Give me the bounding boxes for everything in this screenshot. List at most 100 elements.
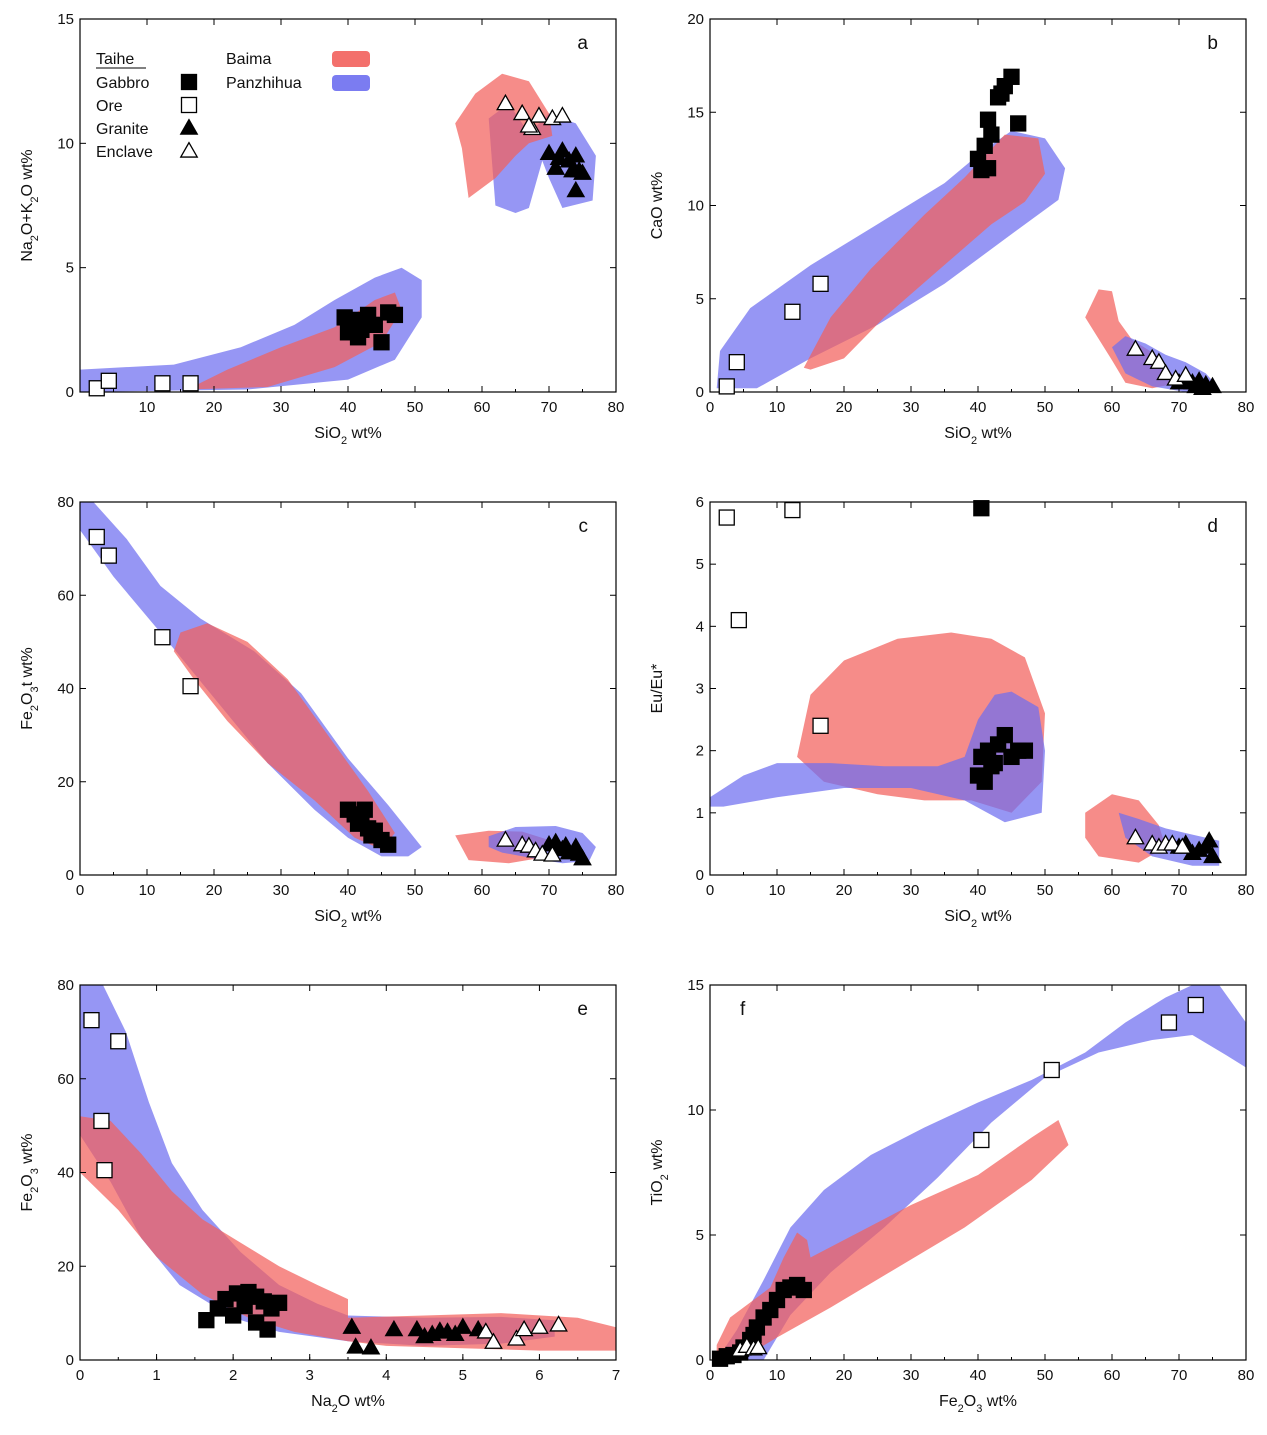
markers-a [88,93,592,397]
x-tick-label-f: 40 [970,1367,987,1384]
x-tick-label-b: 60 [1104,399,1121,416]
y-tick-label-c: 60 [57,587,74,604]
x-tick-label-d: 30 [903,882,920,899]
legend-marker-ore [180,96,198,114]
x-tick-label-e: 4 [382,1367,390,1384]
y-axis-label-a: Na2O+K2O wt% [19,149,41,261]
enclave-point-a [519,116,539,133]
field-baima-c-1 [173,623,395,850]
granite-point-a [549,148,569,165]
ore-point-c [88,528,105,546]
y-tick-label-e: 60 [57,1071,74,1088]
enclave-point-e [530,1317,549,1334]
granite-point-e [342,1317,362,1334]
x-tick-label-a: 20 [206,399,223,416]
y-tick-label-d: 1 [696,805,704,822]
x-tick-label-c: 40 [340,882,357,899]
y-tick-label-d: 6 [696,494,704,511]
gabbro-point-b [979,111,997,128]
panel-label-c: c [579,516,589,537]
y-tick-label-a: 5 [66,260,74,277]
x-axis-label-b: SiO2 wt% [944,425,1011,447]
markers-f [711,996,1204,1367]
y-tick-label-d: 4 [696,618,704,635]
x-tick-label-c: 60 [474,882,491,899]
granite-point-c [556,835,576,853]
x-axis-label-e: Na2O wt% [311,1393,385,1415]
panel-label-b: b [1207,33,1218,54]
x-tick-label-b: 40 [970,399,987,416]
x-tick-label-d: 60 [1104,882,1121,899]
y-tick-label-d: 2 [696,743,704,760]
x-axis-label-c: SiO2 wt% [314,908,381,930]
markers-b [718,68,1222,395]
granite-point-b [1186,376,1206,394]
x-tick-label-e: 7 [612,1367,620,1384]
x-tick-label-f: 70 [1171,1367,1188,1384]
ore-point-d [718,509,735,526]
ore-point-f [973,1131,990,1149]
gabbro-point-c [356,801,373,818]
gabbro-point-b [983,126,1000,143]
x-tick-label-f: 20 [836,1367,853,1384]
ore-point-a [154,375,171,392]
field-baima-a-1 [187,292,402,390]
fields-c [80,502,596,864]
x-tick-label-c: 0 [76,882,84,899]
x-tick-label-f: 50 [1037,1367,1054,1384]
ore-point-e [93,1112,110,1130]
x-axis-label-f: Fe2O3 wt% [939,1393,1017,1415]
y-tick-label-a: 10 [57,135,74,152]
y-tick-label-e: 20 [57,1258,74,1275]
ore-point-d [730,611,747,629]
enclave-point-e [514,1319,534,1337]
y-tick-label-b: 20 [687,11,704,28]
x-tick-label-a: 30 [273,399,290,416]
x-tick-label-a: 80 [608,399,625,416]
x-tick-label-e: 2 [229,1367,237,1384]
fields-a [80,73,596,392]
x-tick-label-e: 0 [76,1367,84,1384]
ore-point-f [1043,1061,1060,1079]
gabbro-point-d [996,726,1013,744]
gabbro-point-f [795,1281,812,1299]
legend-marker-gabbro [180,73,198,91]
field-panzhihua-d-1 [710,691,1045,823]
enclave-point-f [748,1337,768,1355]
ore-point-c [154,629,171,646]
x-tick-label-b: 10 [769,399,786,416]
granite-point-d [1199,831,1219,848]
x-tick-label-d: 40 [970,882,987,899]
enclave-point-e [476,1322,496,1339]
y-tick-label-b: 15 [687,104,704,121]
legend-label-granite: Granite [96,121,149,138]
x-axis-label-d: SiO2 wt% [944,908,1011,930]
ore-point-b [812,275,829,292]
y-tick-label-f: 15 [687,977,704,994]
ore-point-a [182,375,199,392]
y-tick-label-e: 80 [57,977,74,994]
y-tick-label-d: 0 [696,867,704,884]
enclave-point-b [1126,339,1145,356]
y-tick-label-b: 5 [696,291,704,308]
x-tick-label-b: 80 [1238,399,1255,416]
x-tick-label-c: 80 [608,882,625,899]
fields-d [710,632,1220,866]
granite-point-a [566,180,586,198]
panel-b: 0 10 20 30 40 50 60 70 80 0 5 10 15 20 b SiO2 wt% CaO wt… [649,11,1254,447]
panel-f: 0 10 20 30 40 50 60 70 80 0 5 10 15 f Fe2O3 wt% TiO2 wt… [649,977,1254,1415]
enclave-point-e [484,1332,503,1349]
field-baima-f-1 [716,1120,1069,1360]
panel-a: 10 20 30 40 50 60 70 80 0 5 10 15 a SiO2 wt% Na2O+K2O … [19,11,624,447]
y-tick-label-c: 80 [57,494,74,511]
gabbro-point-e [236,1297,253,1315]
field-baima-e-1 [80,1116,616,1351]
x-tick-label-b: 50 [1037,399,1054,416]
x-tick-label-c: 30 [273,882,290,899]
ore-point-e [110,1033,127,1050]
gabbro-point-b [979,160,997,177]
y-axis-label-e: Fe2O3 wt% [19,1133,41,1211]
x-tick-label-c: 50 [407,882,424,899]
